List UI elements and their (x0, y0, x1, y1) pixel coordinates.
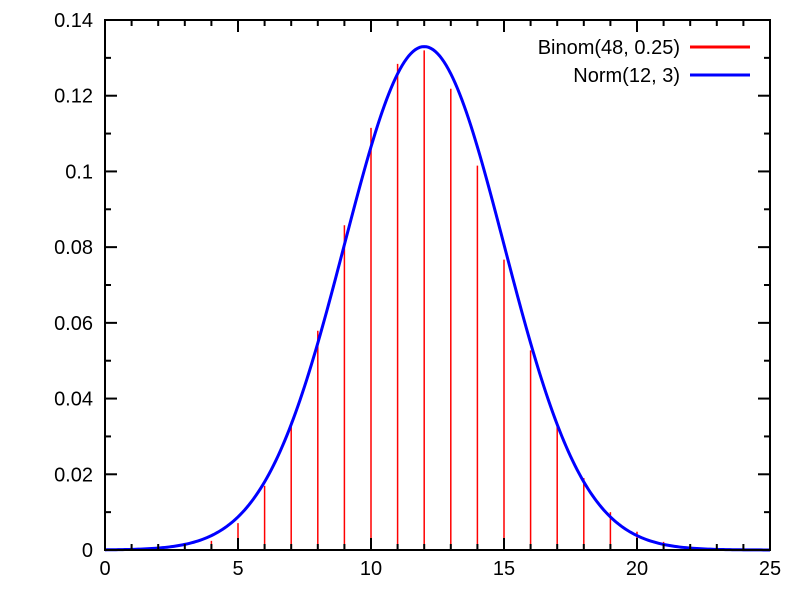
y-tick-label: 0.12 (54, 86, 93, 108)
y-tick-label: 0.04 (54, 389, 93, 411)
x-tick-label: 5 (232, 558, 243, 580)
x-tick-label: 0 (99, 558, 110, 580)
x-tick-label: 10 (360, 558, 382, 580)
y-tick-label: 0.06 (54, 313, 93, 335)
y-tick-label: 0.08 (54, 237, 93, 259)
plot-background (0, 0, 800, 600)
x-tick-label: 20 (626, 558, 648, 580)
x-tick-label: 25 (759, 558, 781, 580)
distribution-chart: 0510152025 00.020.040.060.080.10.120.14 … (0, 0, 800, 600)
y-tick-label: 0.14 (54, 10, 93, 32)
y-tick-label: 0 (82, 540, 93, 562)
y-tick-label: 0.1 (65, 161, 93, 183)
legend-item-label: Binom(48, 0.25) (538, 37, 680, 59)
y-tick-label: 0.02 (54, 464, 93, 486)
chart-bg (0, 0, 800, 600)
legend-item-label: Norm(12, 3) (573, 65, 680, 87)
x-tick-label: 15 (493, 558, 515, 580)
